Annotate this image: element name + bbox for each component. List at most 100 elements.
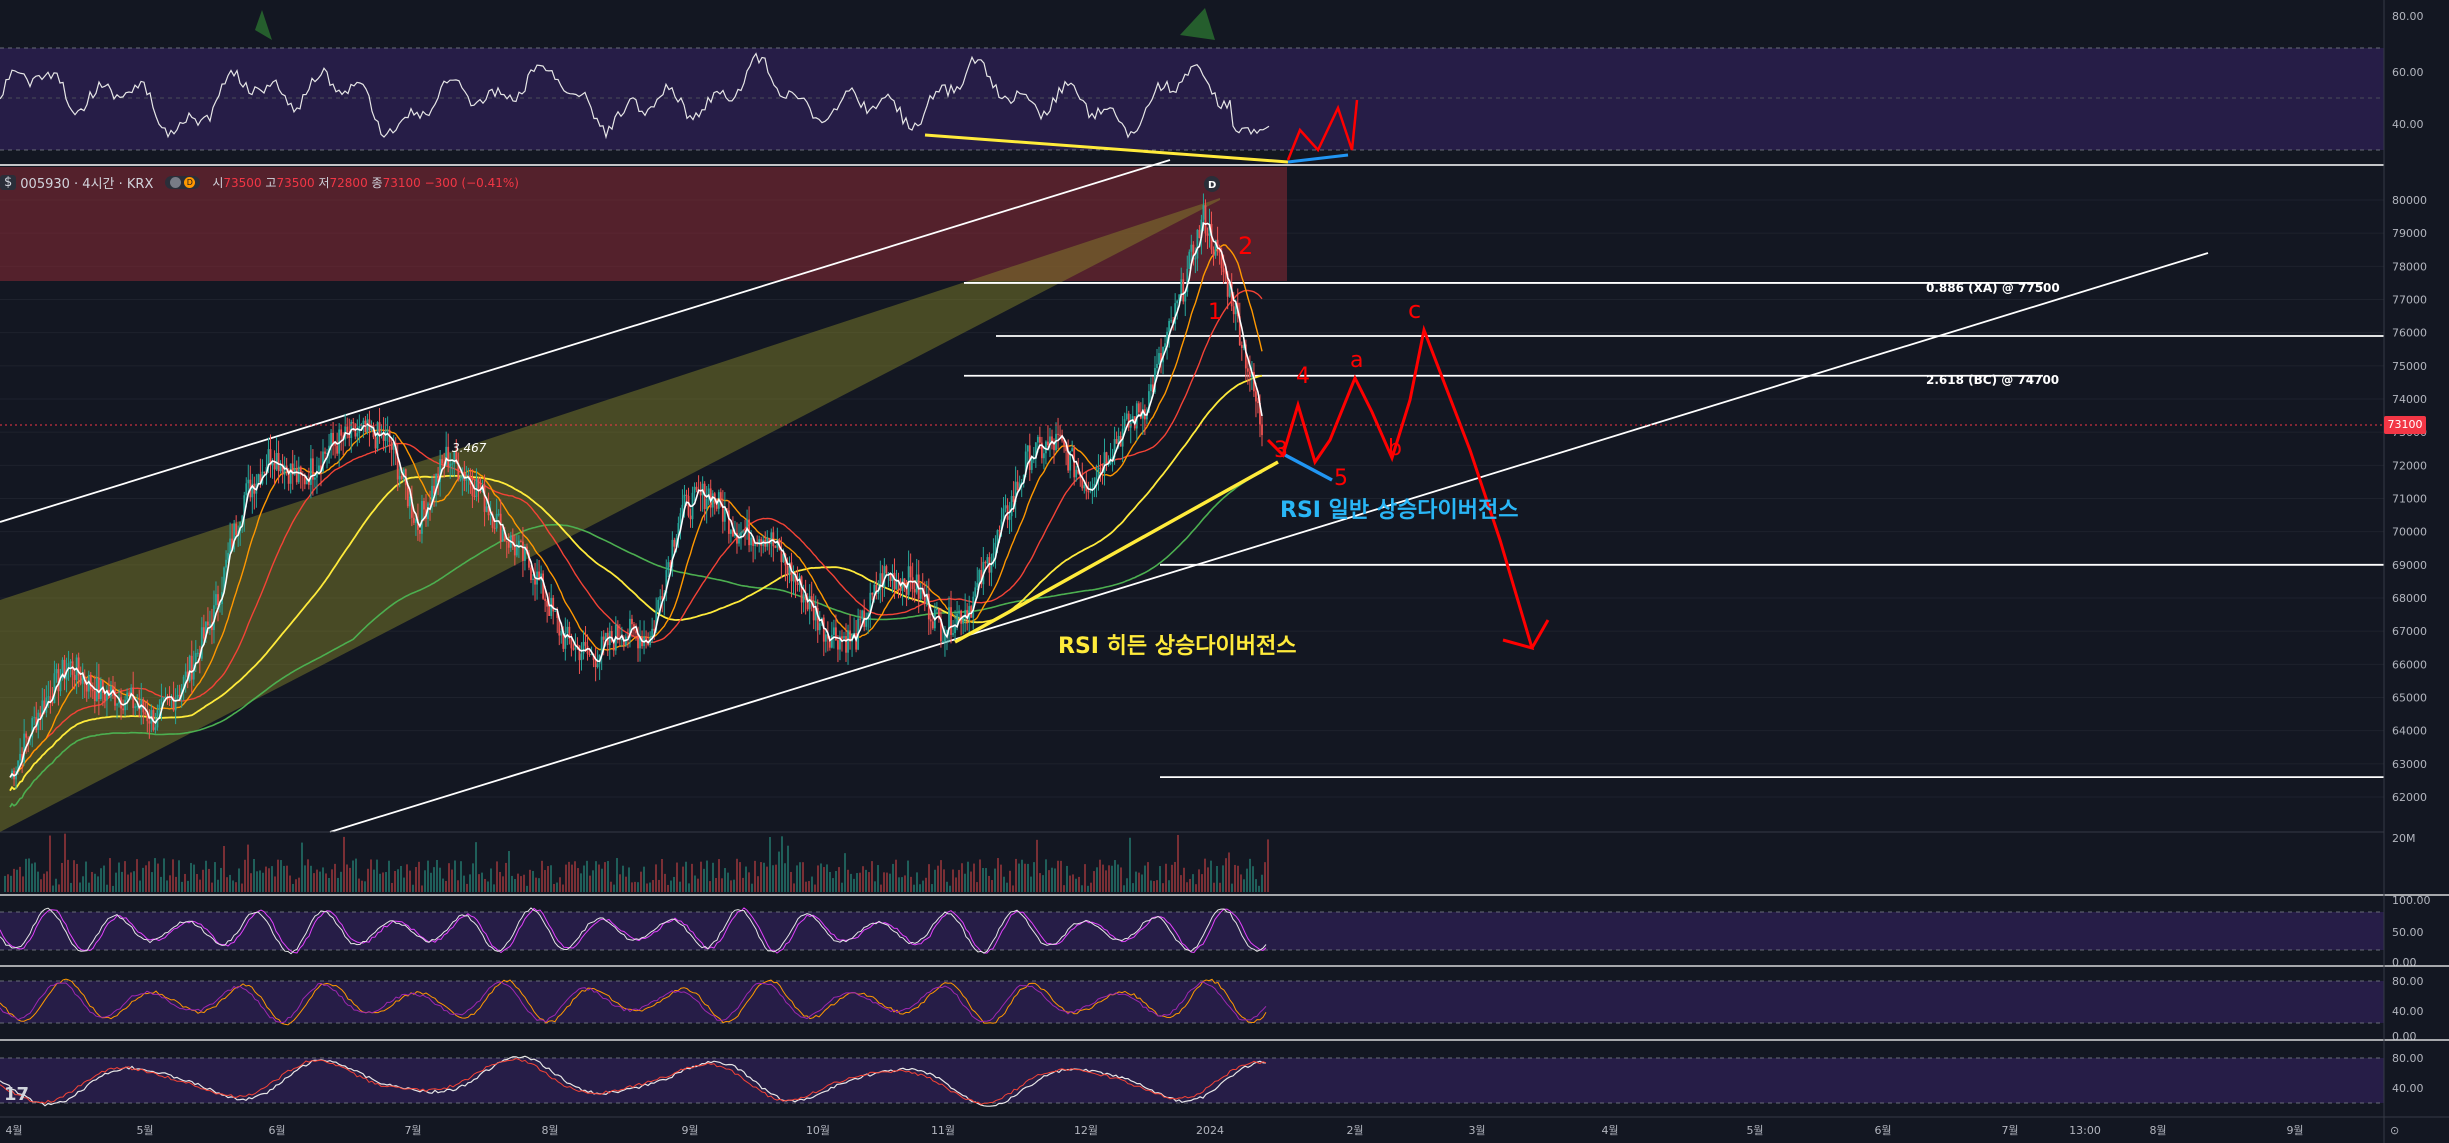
settings-icon[interactable]: ⊙ — [2390, 1124, 2399, 1137]
candle-body — [144, 712, 147, 715]
candle-body — [134, 706, 137, 709]
time-tick-label: 12월 — [1074, 1124, 1098, 1137]
volume-bar — [319, 871, 321, 892]
volume-bar — [949, 885, 951, 892]
volume-bar — [1156, 880, 1158, 892]
volume-bar — [1132, 883, 1134, 892]
wave-mark-1: 1 — [1208, 300, 1222, 325]
candle-body — [1257, 401, 1259, 404]
volume-bar — [1261, 874, 1263, 892]
candle-body — [1093, 483, 1096, 488]
volume-bar — [802, 862, 804, 892]
volume-bar — [574, 861, 576, 892]
candle-body — [889, 573, 892, 581]
candle-body — [382, 432, 385, 441]
candle-body — [202, 627, 205, 639]
candle-body — [584, 641, 587, 646]
price-line — [9, 222, 1263, 778]
volume-bar — [64, 833, 66, 892]
candle-body — [27, 737, 30, 739]
tradingview-logo[interactable]: 17 — [4, 1084, 30, 1105]
symbol-badge: $ — [0, 174, 17, 190]
price-axis[interactable]: 62000 63000 64000 65000 66000 67000 68000 69000… — [2392, 10, 2431, 1095]
candle-body — [489, 513, 492, 516]
candle-body — [629, 618, 631, 638]
volume-bar — [1045, 859, 1047, 892]
volume-bar — [1099, 859, 1101, 892]
candle-body — [41, 700, 44, 717]
candle-body — [841, 636, 843, 639]
volume-bar — [634, 881, 636, 892]
volume-bar — [847, 869, 849, 892]
candle-body — [544, 598, 547, 602]
time-tick-label: 9월 — [2286, 1124, 2303, 1137]
candle-body — [653, 628, 656, 631]
candle-body — [1014, 481, 1017, 502]
volume-bar — [118, 862, 120, 892]
candle-body — [616, 624, 619, 640]
candle-body — [835, 627, 837, 641]
volume-bar — [106, 884, 108, 892]
candle-body — [572, 648, 575, 650]
candle-body — [522, 541, 524, 561]
volume-bar — [97, 876, 99, 892]
volume-bar — [1138, 872, 1140, 892]
volume-bar — [142, 867, 144, 892]
status-pill[interactable]: D — [165, 175, 201, 189]
candle-body — [459, 479, 462, 481]
volume-bar — [1249, 858, 1251, 892]
candle-body — [1010, 495, 1013, 517]
volume-bar — [1054, 868, 1056, 892]
volume-bar — [124, 861, 126, 892]
volume-bar — [1222, 865, 1224, 892]
candle-body — [493, 527, 496, 529]
volume-bar — [73, 860, 75, 892]
candle-body — [59, 678, 62, 692]
horizontal-levels — [964, 282, 2384, 778]
candle-body — [209, 624, 211, 626]
candle-body — [172, 697, 175, 711]
volume-bar — [637, 882, 639, 892]
volume-bar — [988, 875, 990, 892]
candle-body — [1238, 316, 1241, 346]
price-tick-label: 79000 — [2392, 227, 2427, 240]
volume-bar — [1105, 870, 1107, 892]
volume-bar — [382, 872, 384, 892]
symbol-header[interactable]: $ 005930 · 4시간 · KRX D 시73500 고73500 저72… — [0, 172, 519, 192]
volume-bar — [1150, 880, 1152, 892]
volume-bar — [325, 873, 327, 892]
volume-bar — [913, 884, 915, 892]
candle-body — [1152, 384, 1154, 392]
volume-bar — [685, 861, 687, 892]
volume-bar — [331, 869, 333, 892]
candle-body — [330, 432, 332, 446]
time-axis[interactable]: 4월 5월 6월 7월 8월 9월 10월 11월 12월 2024 2월 3월 4월 5월 6월 7월 13:… — [5, 1124, 2303, 1137]
volume-bar — [784, 863, 786, 892]
candle-body — [1103, 452, 1106, 473]
volume-bar — [232, 880, 234, 892]
volume-bar — [334, 863, 336, 892]
volume-bar — [520, 876, 522, 892]
fib-label-xa: 0.886 (XA) @ 77500 — [1926, 281, 2060, 295]
candle-body — [479, 491, 482, 493]
price-tick-label: 77000 — [2392, 294, 2427, 307]
candle-body — [507, 541, 510, 548]
candle-body — [110, 686, 112, 697]
volume-bar — [76, 863, 78, 892]
volume-bar — [1015, 858, 1017, 892]
volume-bar — [1057, 860, 1059, 892]
volume-bar — [361, 880, 363, 892]
candle-body — [211, 624, 213, 631]
candle-body — [1242, 344, 1245, 348]
candle-body — [935, 609, 938, 611]
time-tick-label: 4월 — [1601, 1124, 1618, 1137]
candle-body — [1166, 331, 1168, 344]
candle-body — [822, 617, 825, 642]
candle-body — [1002, 508, 1005, 520]
volume-bar — [10, 875, 12, 892]
time-tick-label: 3월 — [1468, 1124, 1485, 1137]
volume-bar — [748, 872, 750, 892]
volume-bar — [664, 873, 666, 892]
symbol-title[interactable]: 005930 · 4시간 · KRX — [20, 176, 154, 192]
